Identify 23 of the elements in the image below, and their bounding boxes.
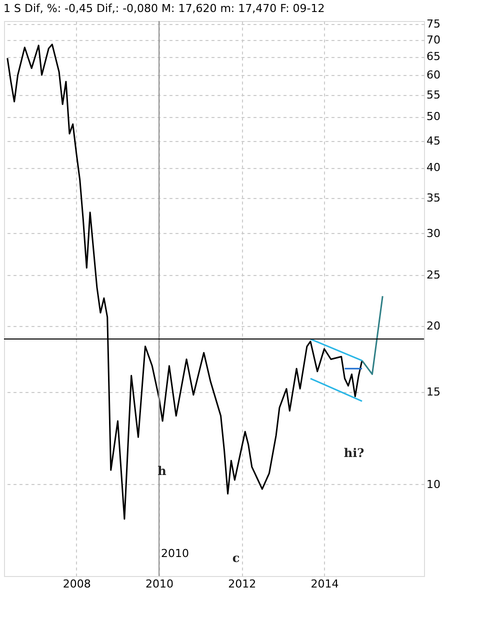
x-tick-label: 2014	[310, 578, 339, 590]
annotation: hi?	[344, 446, 364, 460]
y-tick-label: 65	[426, 50, 440, 64]
x-tick-label: 2008	[62, 578, 91, 590]
chart-title: 1 S Dif, %: -0,45 Dif,: -0,080 M: 17,620 m: 17,470 F: 09-12	[4, 2, 325, 16]
y-tick-label: 25	[426, 268, 440, 282]
y-tick-label: 50	[426, 110, 440, 124]
annotation: h	[158, 464, 167, 478]
y-tick-label: 55	[426, 88, 440, 102]
ref-line-label: 2010	[161, 547, 190, 560]
y-tick-label: 35	[426, 192, 440, 205]
y-tick-label: 60	[426, 68, 440, 82]
y-tick-label: 10	[426, 478, 440, 491]
y-tick-label: 30	[426, 226, 440, 240]
x-tick-label: 2012	[228, 578, 256, 590]
y-tick-label: 15	[426, 385, 440, 398]
y-tick-label: 70	[426, 33, 440, 46]
x-tick-label: 2010	[146, 578, 174, 590]
y-tick-label: 45	[426, 134, 440, 148]
y-tick-label: 40	[426, 161, 440, 174]
annotation: c	[232, 551, 240, 565]
y-tick-label: 20	[426, 320, 440, 333]
y-tick-label: 75	[426, 18, 440, 31]
